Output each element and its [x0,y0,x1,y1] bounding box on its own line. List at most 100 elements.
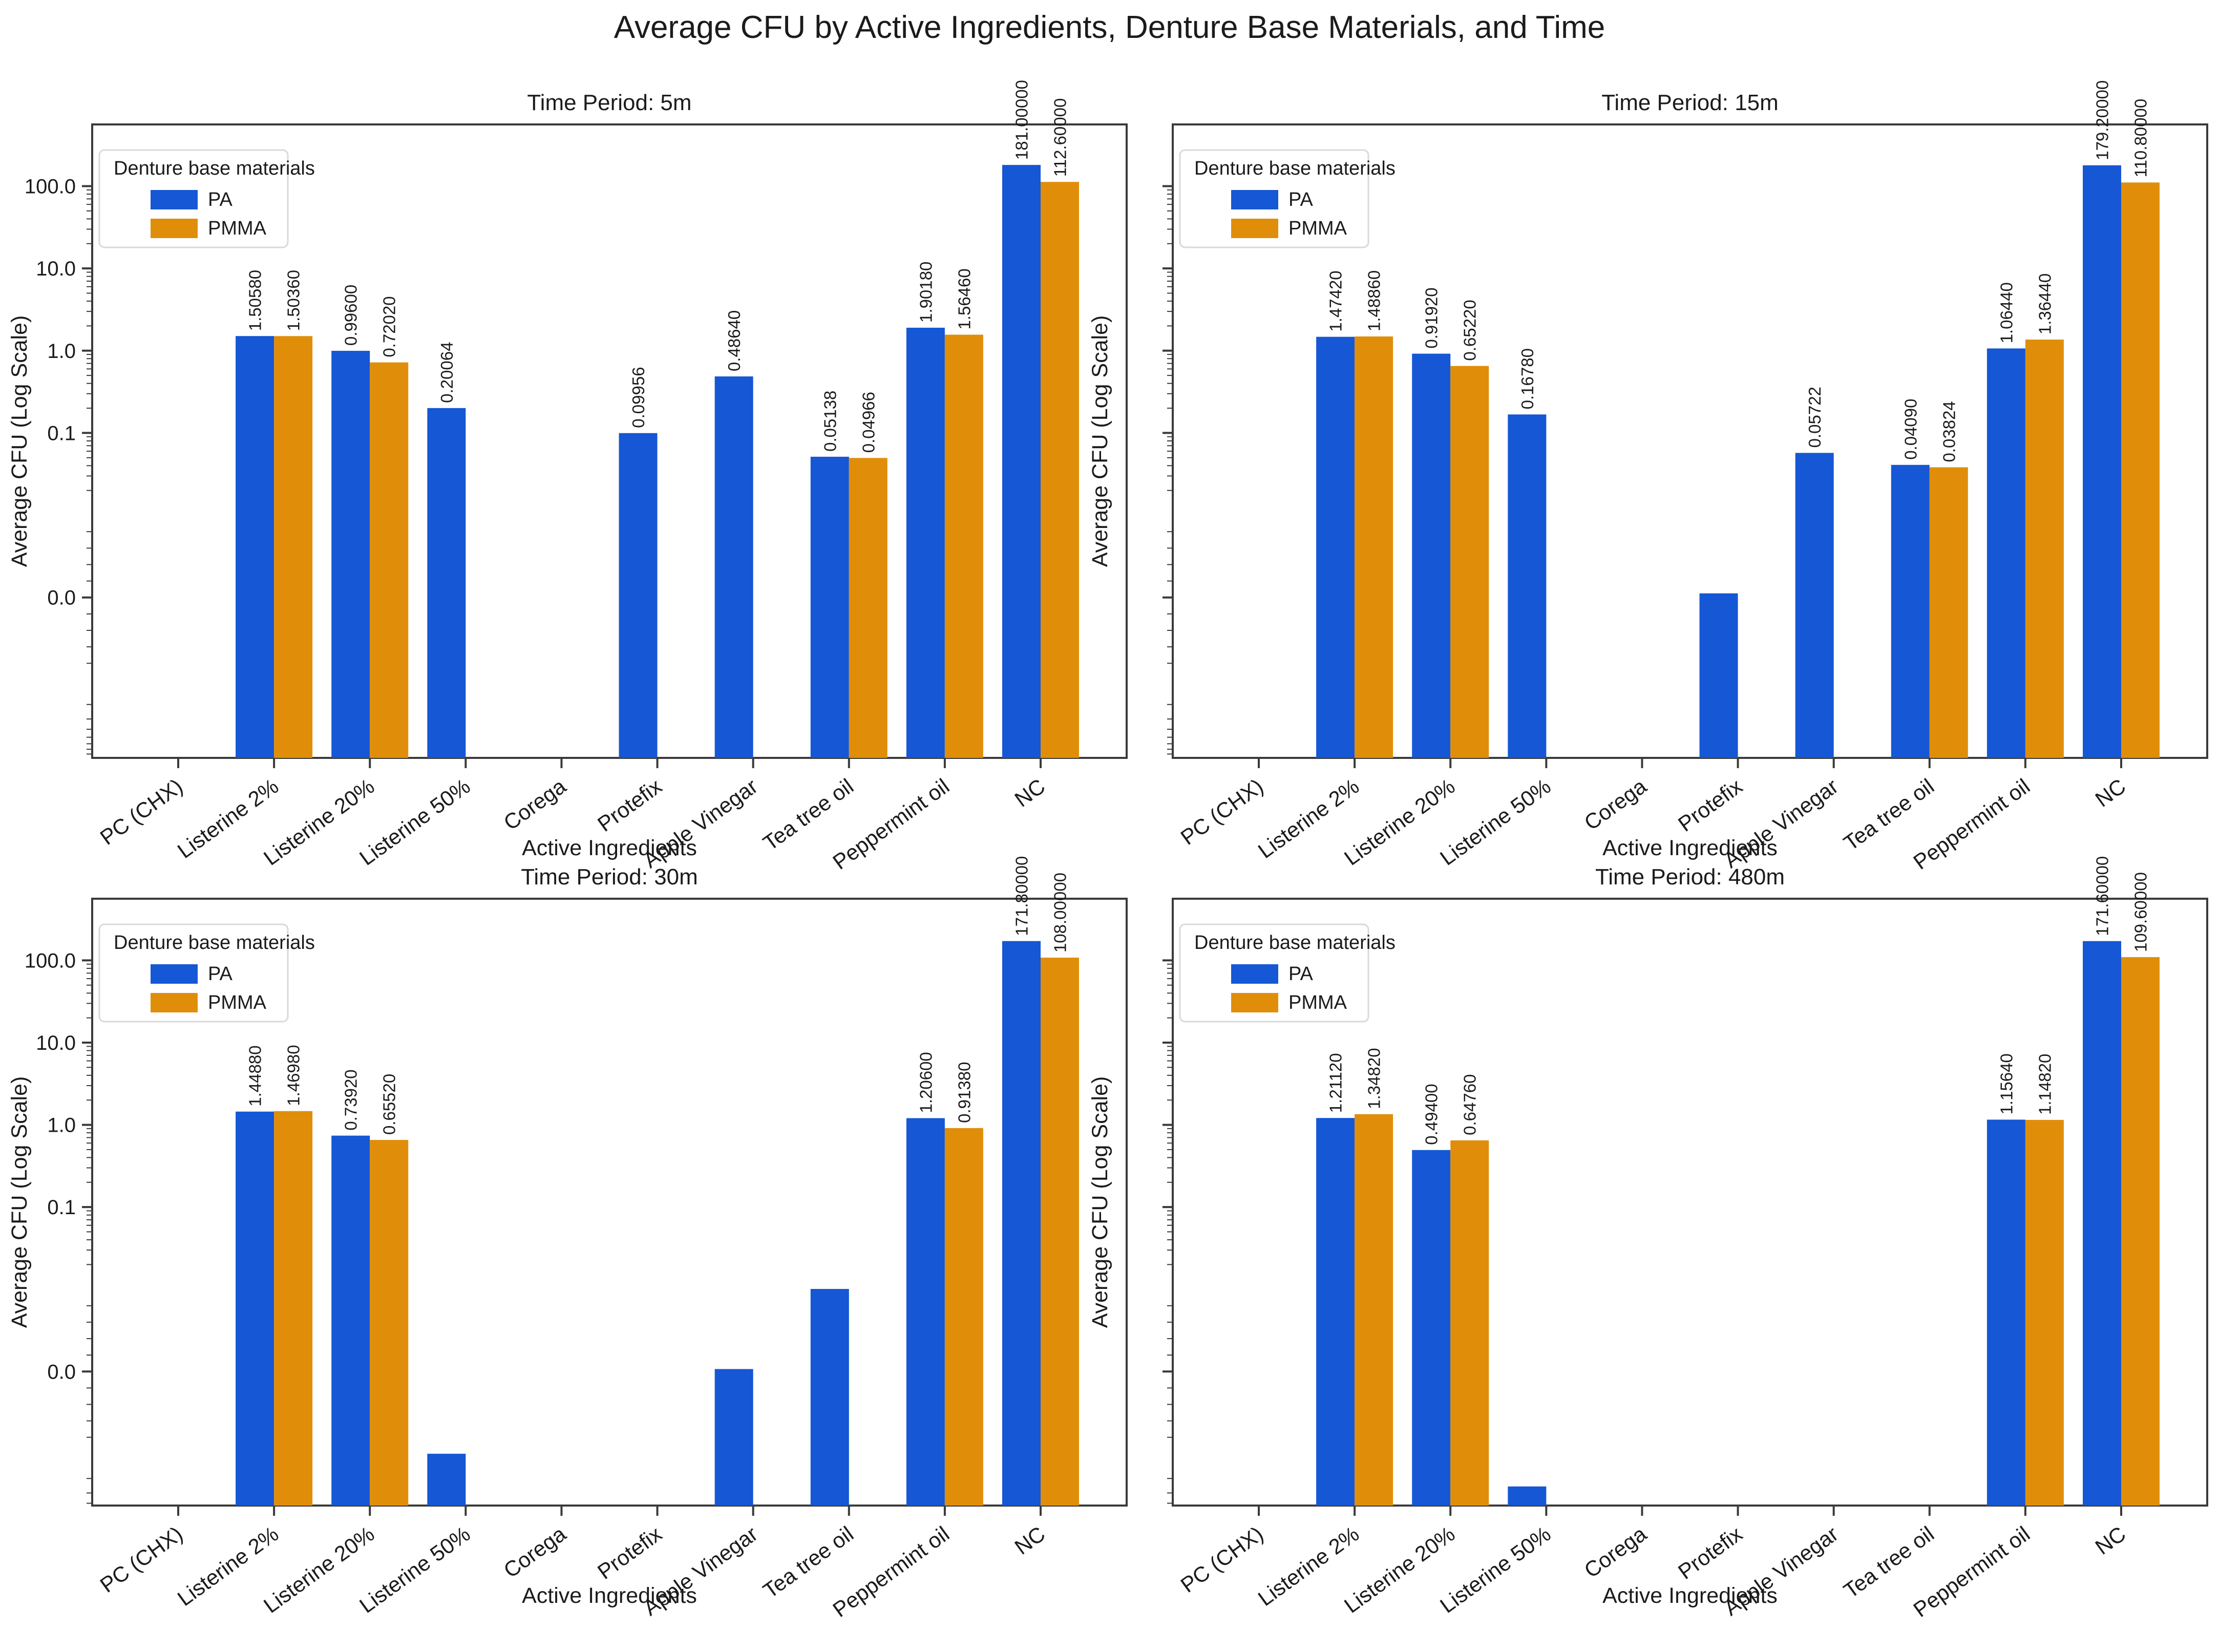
bar-value-label: 171.80000 [1012,856,1031,936]
legend-title: Denture base materials [114,932,315,954]
x-tick-label: PC (CHX) [1176,774,1268,850]
bar-value-label: 171.60000 [2093,856,2112,936]
bar-value-label: 108.00000 [1051,873,1070,952]
bar [274,336,313,758]
legend-swatch [151,190,198,209]
bar-value-label: 1.50580 [246,270,265,331]
bar [1699,593,1738,758]
bar-value-label: 1.46980 [284,1045,303,1106]
bar [427,1453,466,1506]
legend-entry-label: PA [208,189,233,210]
bar [906,1118,945,1506]
bar [274,1111,313,1506]
axis-spine [1172,898,2208,1507]
bar [370,1140,409,1506]
bar-value-label: 1.34820 [1365,1048,1384,1109]
y-tick-label: 1.0 [47,340,76,363]
bar [1355,1114,1393,1506]
bar-value-label: 0.05138 [820,391,839,452]
legend-swatch [151,964,198,984]
bar-value-label: 0.03824 [1939,401,1958,462]
bar [1450,1140,1489,1506]
bar [944,1128,983,1506]
bar-value-label: 1.06440 [1997,282,2016,343]
bar-value-label: 0.65220 [1461,300,1480,361]
x-tick-label: NC [1010,774,1050,812]
subplot-title: Time Period: 30m [521,864,698,889]
bar-value-label: 1.47420 [1326,270,1345,331]
x-tick-label: Tea tree oil [1839,774,1938,855]
bar [1002,941,1041,1506]
y-axis-label: Average CFU (Log Scale) [7,1076,32,1328]
bar-value-label: 0.48640 [725,310,744,371]
axis-spine [91,898,1128,1507]
x-tick-label: Corega [1580,1521,1652,1582]
x-tick-label: Tea tree oil [1839,1521,1938,1603]
x-tick-label: Tea tree oil [758,1521,858,1603]
legend-title: Denture base materials [114,158,315,179]
x-tick-label: NC [2091,774,2130,812]
bar-value-label: 1.20600 [916,1052,935,1113]
bar-value-label: 112.60000 [1051,98,1070,177]
bar-value-label: 0.05722 [1805,387,1824,448]
bar [810,456,849,758]
y-tick-label: 100.0 [25,949,76,972]
figure-title: Average CFU by Active Ingredients, Dentu… [614,10,1605,45]
bar [1986,1119,2025,1506]
bar [370,362,409,758]
bar-value-label: 0.20064 [437,342,456,403]
bar-value-label: 1.15640 [1997,1053,2016,1114]
bar [1041,958,1079,1506]
subplot-title: Time Period: 5m [527,90,691,115]
bar [1412,353,1451,758]
bar-value-label: 1.90180 [916,262,935,323]
bar-value-label: 0.91380 [955,1062,974,1123]
bar [2121,957,2160,1506]
bar [236,336,274,758]
bar [427,408,466,758]
bar-value-label: 181.00000 [1012,80,1031,160]
bar-value-label: 0.04090 [1901,399,1920,460]
bar [619,433,658,758]
bar-value-label: 0.49400 [1422,1084,1441,1145]
bar-value-label: 0.72020 [380,296,399,357]
x-tick-label: PC (CHX) [96,1521,187,1597]
y-tick-label: 0.1 [47,422,76,444]
bar-value-label: 0.91920 [1422,287,1441,348]
y-tick-label: 10.0 [36,1032,76,1054]
bar-value-label: 0.16780 [1518,348,1537,409]
bar-value-label: 1.50360 [284,270,303,331]
y-tick-label: 0.0 [47,587,76,609]
legend-title: Denture base materials [1194,932,1396,954]
legend-entry-label: PMMA [208,992,267,1013]
bar [810,1289,849,1506]
x-tick-label: PC (CHX) [96,774,187,850]
y-tick-label: 1.0 [47,1114,76,1137]
bar [1450,366,1489,758]
bar-value-label: 179.20000 [2093,80,2112,160]
bar-value-label: 1.14820 [2035,1054,2054,1115]
x-tick-label: Tea tree oil [758,774,858,855]
bar [1986,348,2025,758]
bar-value-label: 0.09956 [629,367,648,428]
bar [1795,453,1834,758]
legend-entry-label: PA [1288,963,1314,985]
legend-swatch [151,993,198,1012]
y-axis-label: Average CFU (Log Scale) [7,315,32,567]
bar [1002,165,1041,758]
y-tick-label: 100.0 [25,175,76,198]
bar-value-label: 1.48860 [1365,270,1384,331]
bar [1316,1118,1355,1506]
legend-swatch [1231,964,1278,984]
bar [1355,336,1393,758]
legend-entry-label: PA [208,963,233,985]
bar-value-label: 110.80000 [2131,99,2150,178]
bar [1891,464,1930,758]
x-tick-label: Corega [499,774,571,835]
x-tick-label: Corega [1580,774,1652,835]
bar-value-label: 1.21120 [1326,1053,1345,1113]
legend-swatch [1231,219,1278,238]
legend-entry-label: PA [1288,189,1314,210]
